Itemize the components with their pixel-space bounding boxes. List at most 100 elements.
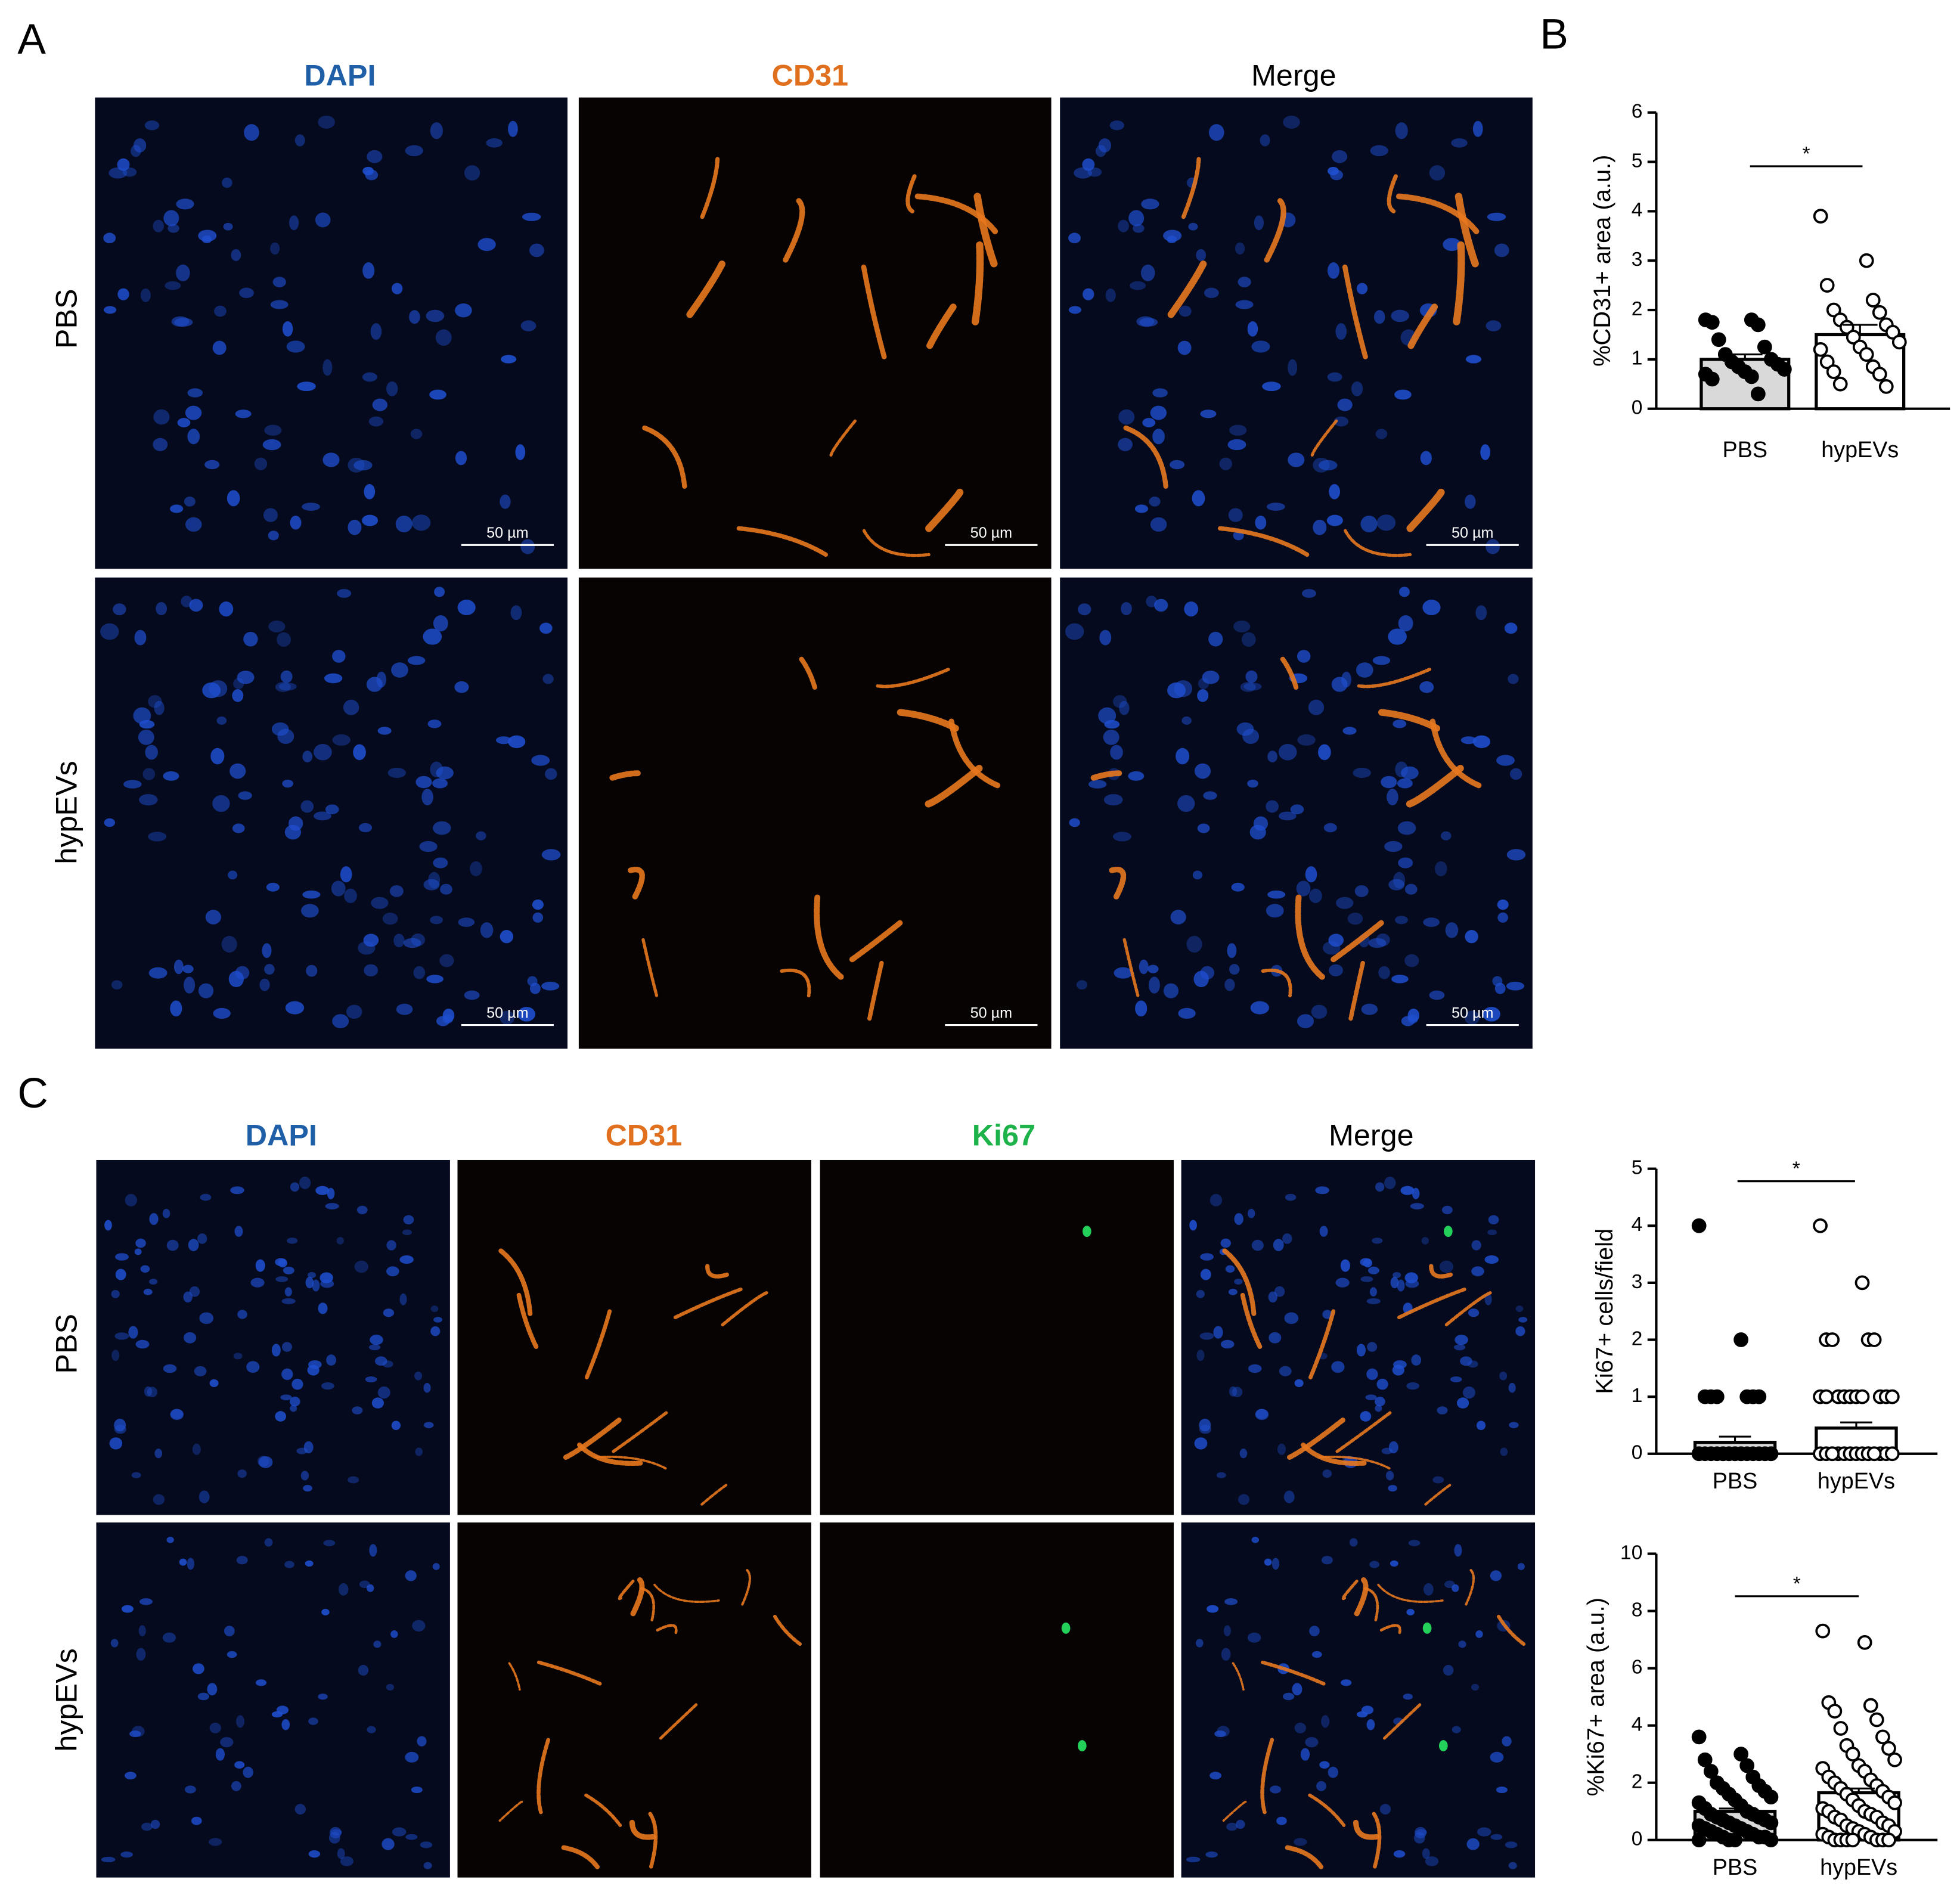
- nucleus: [501, 355, 517, 364]
- nucleus: [238, 791, 252, 800]
- vessel: [628, 867, 645, 901]
- nucleus: [1423, 917, 1440, 927]
- nucleus: [101, 1856, 116, 1863]
- data-point: [1763, 1832, 1779, 1848]
- nucleus: [464, 165, 480, 181]
- nucleus: [1395, 916, 1408, 925]
- nucleus: [325, 804, 339, 815]
- data-point: [1891, 334, 1907, 350]
- nucleus: [198, 983, 214, 998]
- nucleus: [1483, 1007, 1500, 1022]
- nucleus: [1319, 460, 1338, 471]
- nucleus: [362, 166, 374, 176]
- nucleus: [1103, 729, 1119, 745]
- nucleus: [1311, 1004, 1328, 1019]
- nucleus: [315, 1186, 330, 1195]
- micrograph: [96, 1522, 450, 1878]
- nucleus: [1239, 1449, 1248, 1459]
- nucleus: [227, 1651, 237, 1658]
- nucleus: [1219, 457, 1233, 470]
- data-point: [1691, 1729, 1707, 1745]
- nucleus: [282, 779, 294, 788]
- nucleus: [153, 1494, 165, 1505]
- nucleus: [299, 1176, 311, 1189]
- nucleus: [405, 1751, 419, 1763]
- nucleus: [1420, 451, 1432, 466]
- nucleus: [154, 1449, 163, 1459]
- nucleus: [1487, 212, 1506, 221]
- data-point: [1846, 330, 1861, 345]
- vessel: [1310, 419, 1338, 457]
- nucleus: [143, 1289, 153, 1295]
- nucleus: [508, 735, 526, 748]
- vessel: [672, 1287, 743, 1320]
- y-axis-label: %Ki67+ area (a.u.): [1583, 1598, 1609, 1796]
- data-point: [1859, 253, 1874, 268]
- vessel: [1264, 198, 1286, 263]
- nucleus: [1319, 1226, 1328, 1237]
- nucleus: [531, 755, 550, 766]
- nucleus: [1393, 719, 1407, 728]
- vessel: [1378, 709, 1441, 732]
- y-tick-label: 1: [1632, 1385, 1643, 1407]
- nucleus: [1283, 115, 1300, 129]
- nucleus: [1471, 1240, 1481, 1251]
- column-title: DAPI: [304, 58, 376, 92]
- micrograph-background: [1060, 97, 1533, 569]
- nucleus: [373, 1640, 382, 1648]
- nucleus: [136, 1648, 146, 1661]
- nucleus: [199, 1490, 210, 1503]
- nucleus: [1375, 1182, 1385, 1192]
- vessel: [629, 1819, 656, 1840]
- nucleus: [434, 587, 445, 597]
- vessel: [1217, 526, 1310, 557]
- nucleus: [100, 623, 119, 640]
- nucleus: [529, 243, 544, 258]
- nucleus: [522, 212, 541, 221]
- nucleus: [281, 1719, 290, 1730]
- nucleus: [1460, 736, 1477, 745]
- nucleus: [1515, 1305, 1524, 1312]
- vessel: [1122, 938, 1140, 997]
- nucleus: [415, 776, 432, 789]
- nucleus: [1305, 866, 1317, 883]
- data-point: [1704, 315, 1720, 330]
- nucleus: [174, 318, 193, 327]
- nucleus: [1241, 632, 1256, 647]
- vessel: [1372, 1812, 1382, 1869]
- nucleus: [1388, 1485, 1398, 1492]
- vessel: [971, 241, 984, 325]
- nucleus: [354, 1260, 368, 1273]
- nucleus: [1220, 1339, 1235, 1349]
- nucleus: [285, 1001, 305, 1015]
- vessel: [1395, 1287, 1466, 1320]
- vessel: [814, 894, 844, 980]
- nucleus: [1422, 1848, 1430, 1859]
- micrograph-background: [96, 1522, 450, 1878]
- nucleus: [183, 1291, 193, 1303]
- nucleus: [1450, 1376, 1462, 1382]
- nucleus: [243, 631, 258, 647]
- micrograph: 50 µm: [1060, 577, 1533, 1049]
- nucleus: [1462, 1386, 1475, 1399]
- data-point: [1863, 1698, 1878, 1713]
- nucleus: [1398, 857, 1413, 869]
- vessel: [799, 656, 817, 690]
- vessel: [642, 425, 687, 489]
- nucleus: [464, 990, 480, 1000]
- nucleus: [1200, 1268, 1211, 1280]
- nucleus: [1229, 424, 1247, 436]
- nucleus: [202, 682, 221, 699]
- scale-bar-label: 50 µm: [486, 525, 528, 541]
- vessel: [914, 193, 998, 234]
- nucleus: [235, 966, 250, 980]
- nucleus: [1508, 1382, 1516, 1393]
- nucleus: [430, 122, 443, 139]
- vessel: [1280, 656, 1299, 690]
- nucleus: [219, 601, 234, 617]
- nucleus: [414, 1371, 423, 1381]
- micrograph-background: [820, 1159, 1174, 1515]
- nucleus: [307, 1364, 320, 1376]
- data-point: [1733, 1747, 1748, 1762]
- nucleus: [520, 320, 536, 331]
